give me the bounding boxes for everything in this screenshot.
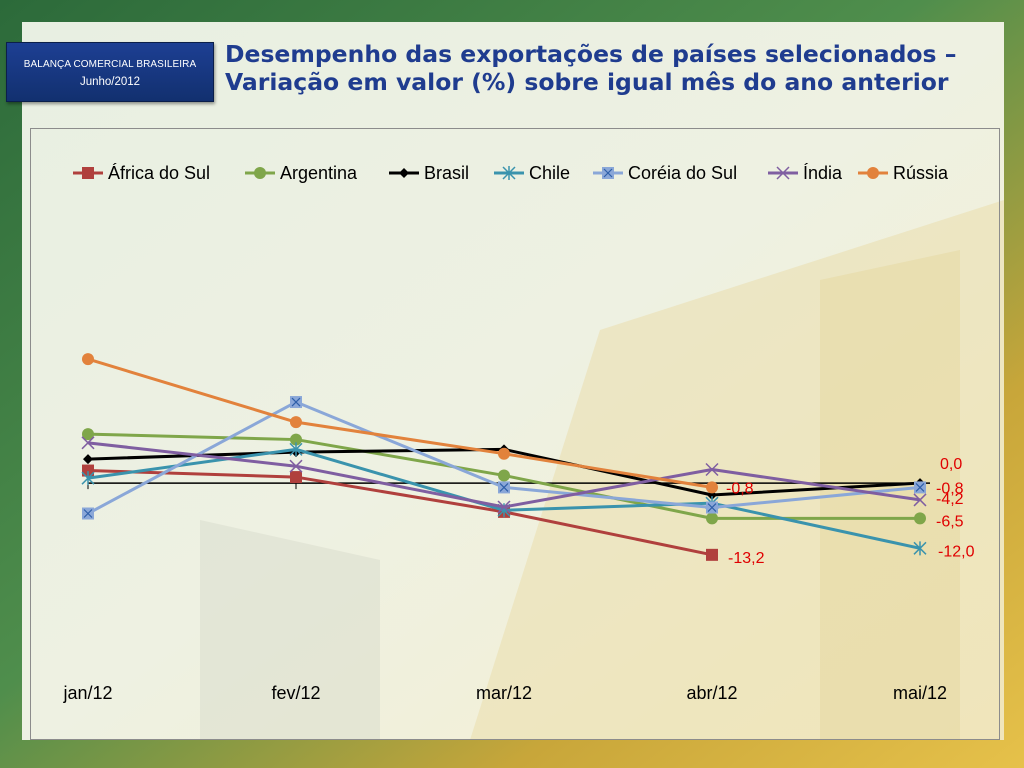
legend-marker <box>399 168 409 178</box>
legend-marker <box>867 167 879 179</box>
data-label: 0,0 <box>940 456 962 473</box>
legend-item: Chile <box>494 163 570 183</box>
legend-marker <box>502 166 516 180</box>
badge-date: Junho/2012 <box>79 76 141 88</box>
legend-label: Brasil <box>424 163 469 183</box>
legend-label: Coréia do Sul <box>628 163 737 183</box>
page-title: Desempenho das exportações de países sel… <box>225 40 957 96</box>
legend-item: Brasil <box>389 163 469 183</box>
series-line <box>87 357 713 489</box>
data-point <box>913 541 927 556</box>
data-point <box>706 512 718 525</box>
data-point <box>289 442 303 457</box>
data-point <box>497 500 511 514</box>
data-point-x <box>915 482 925 492</box>
data-point <box>914 512 926 525</box>
legend-item: Argentina <box>245 163 358 183</box>
data-point <box>498 469 510 482</box>
data-point <box>705 462 719 476</box>
data-point-x <box>499 482 509 492</box>
data-point <box>290 416 302 429</box>
data-point <box>498 447 510 460</box>
legend-item: Índia <box>768 163 843 183</box>
data-point-x <box>291 397 301 407</box>
data-label: -13,2 <box>728 550 765 567</box>
data-label: -12,0 <box>938 543 975 560</box>
data-point <box>82 464 94 477</box>
data-point <box>81 471 95 486</box>
series-russia <box>82 353 718 494</box>
legend-label: África do Sul <box>108 163 210 183</box>
legend-marker <box>776 166 790 180</box>
report-badge: BALANÇA COMERCIAL BRASILEIRA Junho/2012 <box>6 42 214 102</box>
data-point <box>913 493 927 507</box>
legend-item: Rússia <box>858 163 949 183</box>
legend-marker <box>82 167 94 179</box>
chart-area: África do Sul Argentina Brasil Chile Coréia … <box>30 128 1000 740</box>
line-chart: África do Sul Argentina Brasil Chile Coréia … <box>62 163 975 703</box>
data-point-x <box>83 509 93 518</box>
data-point <box>290 433 302 446</box>
legend-marker-x <box>603 168 613 178</box>
x-tick-label: abr/12 <box>686 683 737 703</box>
legend-label: Chile <box>529 163 570 183</box>
legend-marker <box>254 167 266 179</box>
data-point <box>82 353 94 366</box>
data-point <box>706 548 718 561</box>
data-point <box>289 459 303 473</box>
badge-title: BALANÇA COMERCIAL BRASILEIRA <box>23 59 197 70</box>
legend-label: Rússia <box>893 163 949 183</box>
x-tick-label: mar/12 <box>476 683 532 703</box>
x-tick-label: jan/12 <box>62 683 112 703</box>
data-label: -6,5 <box>936 513 964 530</box>
x-tick-label: fev/12 <box>271 683 320 703</box>
data-label: -0,8 <box>936 480 964 497</box>
legend-item: Coréia do Sul <box>593 163 737 183</box>
data-point <box>290 471 302 484</box>
series-coreia-do-sul <box>82 396 926 520</box>
data-point-x <box>707 503 717 512</box>
legend: África do Sul Argentina Brasil Chile Coréia … <box>73 163 949 183</box>
legend-label: Índia <box>803 163 843 183</box>
x-tick-label: mai/12 <box>893 683 947 703</box>
legend-label: Argentina <box>280 163 358 183</box>
data-label: -4,2 <box>936 491 964 508</box>
data-label: -0,8 <box>726 480 754 497</box>
data-point <box>82 428 94 441</box>
data-point <box>81 436 95 450</box>
data-point <box>706 481 718 494</box>
legend-item: África do Sul <box>73 163 210 183</box>
series-india <box>81 436 927 514</box>
data-point <box>83 454 93 465</box>
series-line <box>87 469 713 557</box>
